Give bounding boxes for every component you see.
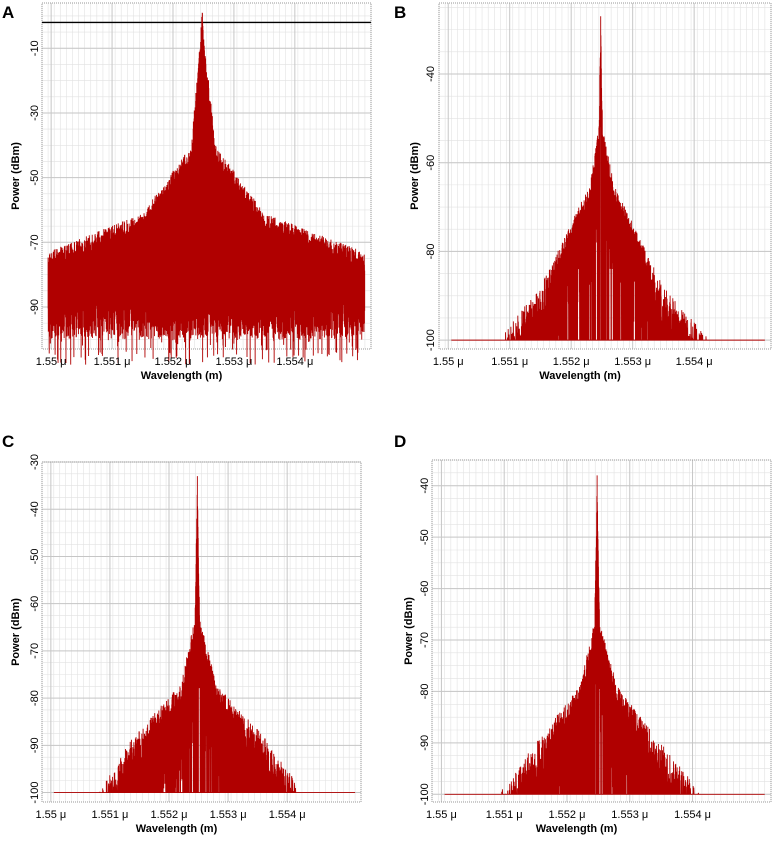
y-tick-label: -100 (425, 329, 437, 351)
x-tick-label: 1.552 μ (553, 356, 590, 368)
y-tick-label: -90 (29, 737, 41, 753)
y-tick-label: -60 (419, 581, 431, 597)
plot-frame (41, 461, 362, 803)
x-axis-label: Wavelength (m) (536, 823, 618, 835)
x-axis-label: Wavelength (m) (141, 370, 223, 382)
y-tick-label: -60 (29, 596, 41, 612)
x-tick-label: 1.554 μ (269, 809, 306, 821)
y-tick-label: -40 (425, 66, 437, 82)
x-tick-label: 1.55 μ (433, 356, 464, 368)
spectrum-trace (444, 475, 765, 795)
y-tick-label: -50 (29, 170, 41, 186)
y-tick-label: -60 (425, 155, 437, 171)
y-tick-label: -90 (29, 299, 41, 315)
y-tick-label: -90 (419, 735, 431, 751)
panel-letter: D (394, 432, 406, 451)
panel-c: C 1.55 μ 1.551 μ 1.552 μ 1.553 μ 1.554 μ -30 -4… (2, 432, 362, 835)
spectrum-trace (451, 16, 765, 341)
y-tick-label: -80 (29, 690, 41, 706)
x-tick-label: 1.551 μ (491, 356, 528, 368)
y-tick-label: -40 (419, 478, 431, 494)
x-tick-label: 1.554 μ (674, 809, 711, 821)
y-tick-label: -100 (419, 783, 431, 805)
y-axis-label: Power (dBm) (403, 597, 415, 665)
y-tick-label: -10 (29, 40, 41, 56)
grid (41, 461, 362, 802)
y-tick-label: -80 (419, 683, 431, 699)
y-tick-label: -30 (29, 454, 41, 470)
x-tick-label: 1.554 μ (276, 356, 313, 368)
x-tick-label: 1.553 μ (210, 809, 247, 821)
y-tick-label: -70 (29, 234, 41, 250)
x-tick-label: 1.551 μ (94, 356, 131, 368)
x-tick-label: 1.552 μ (155, 356, 192, 368)
x-tick-label: 1.551 μ (91, 809, 128, 821)
x-tick-label: 1.55 μ (426, 809, 457, 821)
panel-letter: B (394, 3, 406, 22)
y-tick-label: -50 (419, 529, 431, 545)
x-axis-label: Wavelength (m) (136, 823, 218, 835)
spectrum-trace (53, 476, 356, 794)
panel-letter: A (2, 3, 14, 22)
y-tick-label: -80 (425, 243, 437, 259)
x-tick-label: 1.55 μ (35, 809, 66, 821)
y-tick-label: -70 (29, 643, 41, 659)
y-tick-label: -100 (29, 782, 41, 804)
x-tick-label: 1.552 μ (549, 809, 586, 821)
x-tick-label: 1.553 μ (611, 809, 648, 821)
spectrum-trace (47, 12, 366, 365)
plot-frame (431, 459, 772, 803)
plot-frame (438, 2, 772, 350)
x-axis-label: Wavelength (m) (539, 370, 621, 382)
x-tick-label: 1.552 μ (151, 809, 188, 821)
x-tick-label: 1.551 μ (486, 809, 523, 821)
panel-a: A 1.55 μ 1.551 μ 1.552 μ 1.553 μ 1.554 μ -10 -3… (2, 2, 372, 382)
x-tick-label: 1.554 μ (676, 356, 713, 368)
y-axis-label: Power (dBm) (10, 598, 22, 666)
y-axis-label: Power (dBm) (409, 142, 421, 210)
y-tick-label: -40 (29, 501, 41, 517)
y-tick-label: -30 (29, 105, 41, 121)
x-tick-label: 1.553 μ (614, 356, 651, 368)
y-axis-label: Power (dBm) (10, 142, 22, 210)
y-tick-label: -70 (419, 632, 431, 648)
y-tick-label: -50 (29, 548, 41, 564)
panel-letter: C (2, 432, 14, 451)
panel-b: B 1.55 μ 1.551 μ 1.552 μ 1.553 μ 1.554 μ -40 -6… (394, 2, 772, 382)
panel-d: D 1.55 μ 1.551 μ 1.552 μ 1.553 μ 1.554 μ -40 -5… (394, 432, 772, 835)
x-tick-label: 1.55 μ (36, 356, 67, 368)
x-tick-label: 1.553 μ (215, 356, 252, 368)
plot-frame (41, 2, 372, 350)
